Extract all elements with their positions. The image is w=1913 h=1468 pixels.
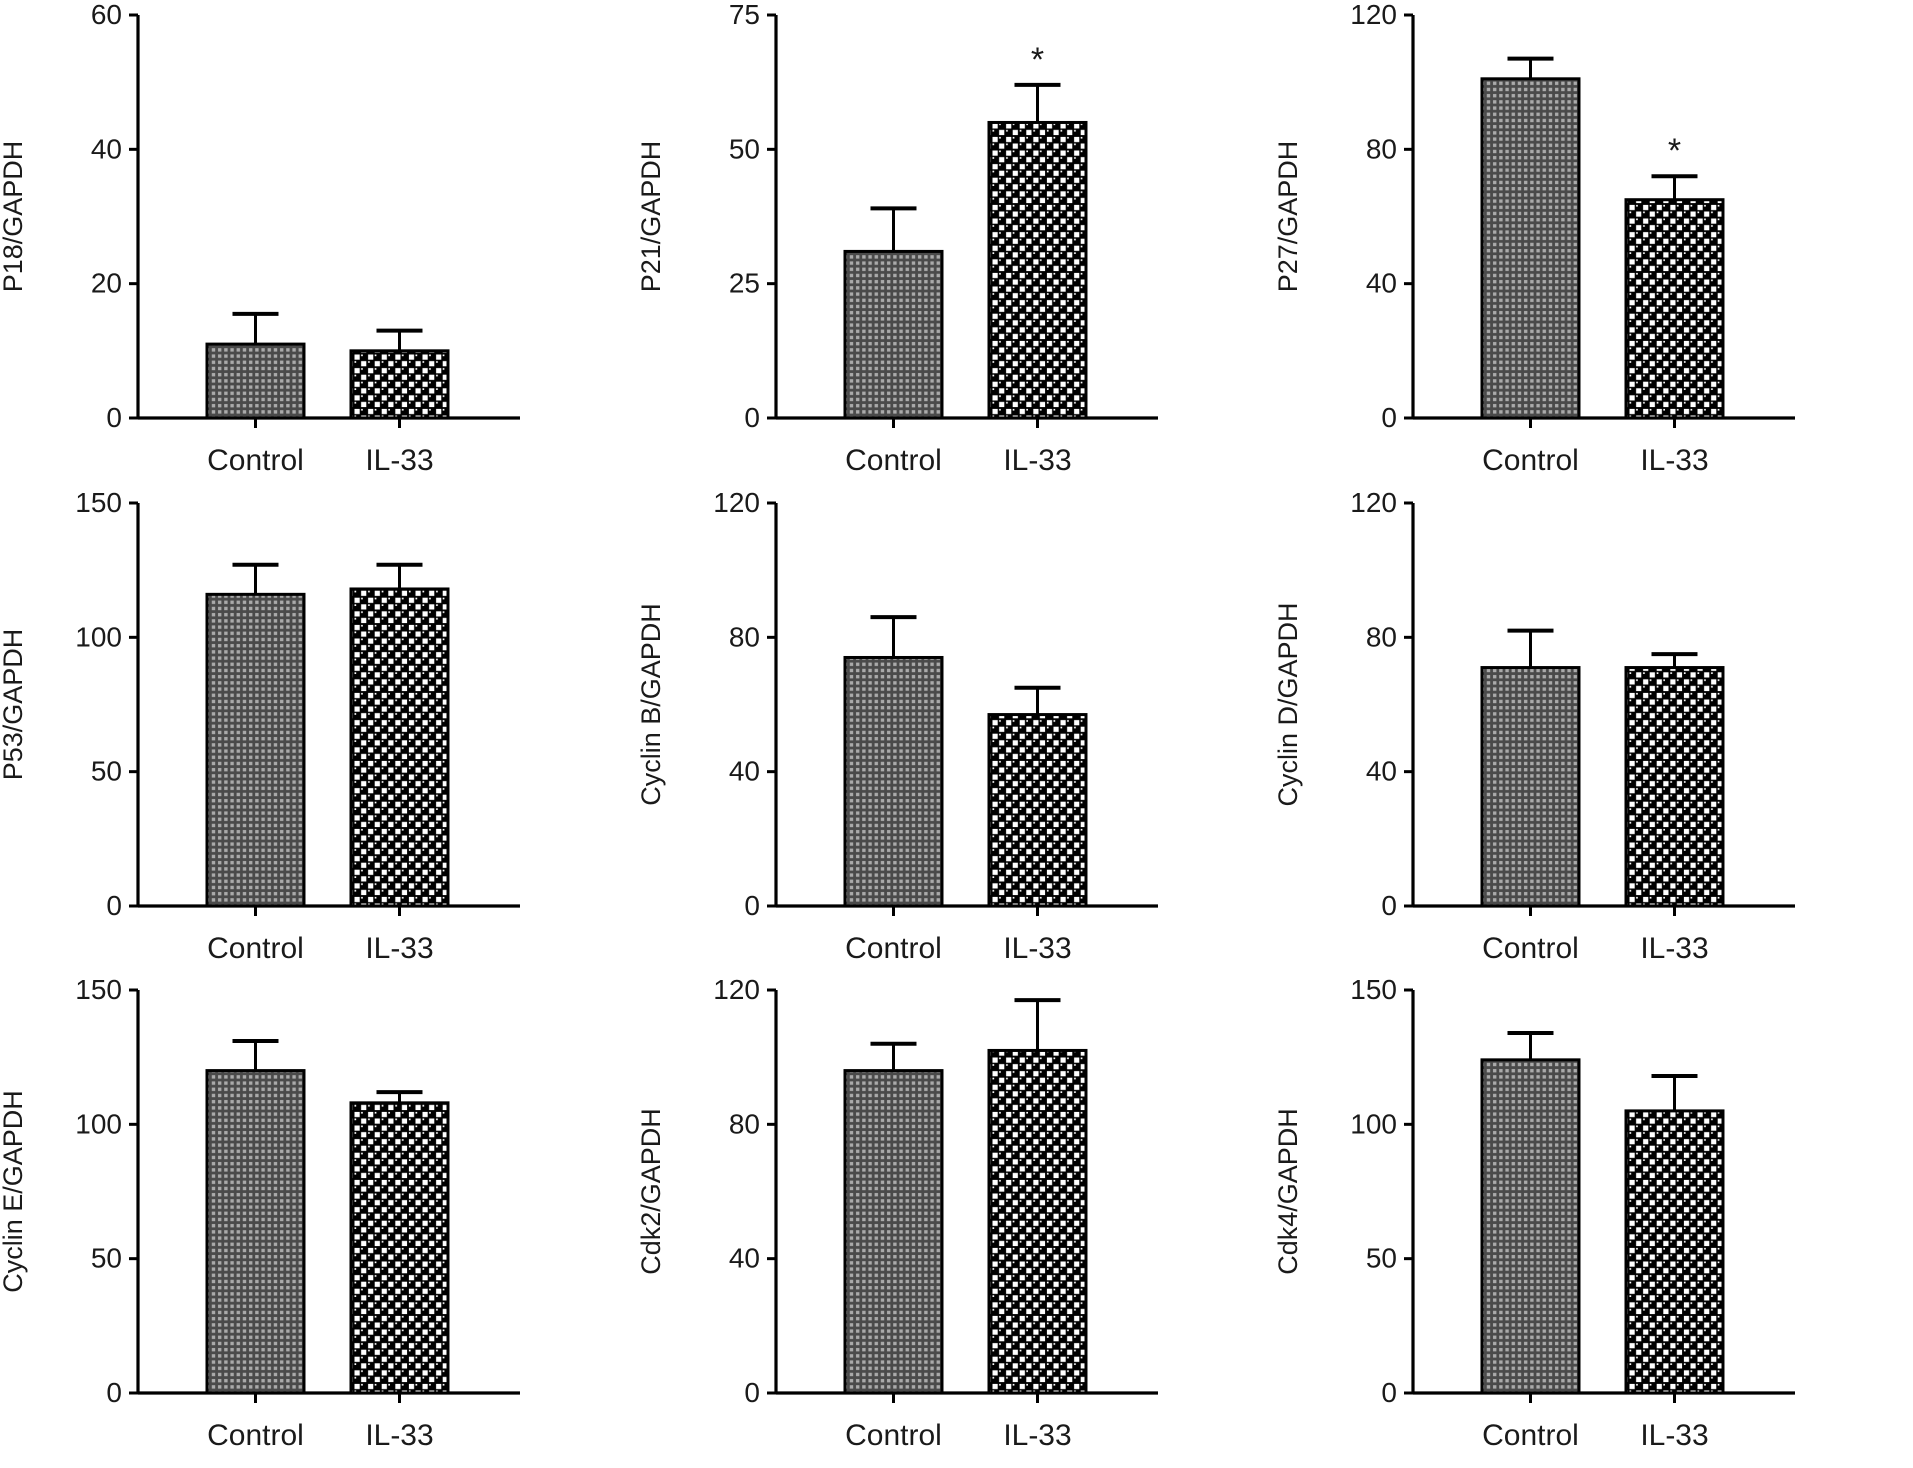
svg-text:40: 40	[729, 1243, 760, 1274]
svg-text:Cyclin B/GAPDH: Cyclin B/GAPDH	[638, 603, 666, 805]
svg-text:*: *	[1668, 132, 1681, 170]
svg-text:100: 100	[75, 1109, 122, 1140]
svg-text:Control: Control	[207, 1419, 304, 1452]
svg-text:Control: Control	[207, 444, 304, 477]
svg-text:0: 0	[744, 890, 760, 921]
svg-text:120: 120	[1351, 0, 1398, 30]
svg-text:80: 80	[729, 621, 760, 652]
svg-text:100: 100	[75, 621, 122, 652]
svg-text:0: 0	[744, 402, 760, 433]
svg-text:80: 80	[1366, 133, 1397, 164]
svg-text:IL-33: IL-33	[365, 444, 433, 477]
svg-text:120: 120	[713, 488, 760, 518]
svg-text:P53/GAPDH: P53/GAPDH	[0, 628, 28, 779]
svg-text:Cyclin E/GAPDH: Cyclin E/GAPDH	[0, 1091, 28, 1293]
svg-text:Control: Control	[845, 932, 942, 965]
svg-text:0: 0	[1382, 890, 1398, 921]
svg-text:Control: Control	[1482, 1419, 1579, 1452]
svg-text:0: 0	[744, 1377, 760, 1408]
svg-text:0: 0	[1382, 402, 1398, 433]
svg-text:IL-33: IL-33	[1641, 444, 1709, 477]
svg-text:20: 20	[91, 268, 122, 299]
svg-text:Control: Control	[845, 444, 942, 477]
svg-text:60: 60	[91, 0, 122, 30]
svg-text:100: 100	[1351, 1109, 1398, 1140]
svg-text:Control: Control	[207, 932, 304, 965]
svg-text:IL-33: IL-33	[1641, 1419, 1709, 1452]
svg-text:120: 120	[713, 975, 760, 1005]
svg-text:0: 0	[106, 1377, 122, 1408]
svg-text:40: 40	[1366, 268, 1397, 299]
svg-text:0: 0	[106, 402, 122, 433]
svg-text:IL-33: IL-33	[1003, 932, 1071, 965]
svg-text:150: 150	[75, 975, 122, 1005]
svg-text:Cdk2/GAPDH: Cdk2/GAPDH	[638, 1109, 666, 1275]
svg-text:0: 0	[106, 890, 122, 921]
svg-text:40: 40	[729, 755, 760, 786]
svg-text:IL-33: IL-33	[365, 932, 433, 965]
svg-text:25: 25	[729, 268, 760, 299]
svg-text:IL-33: IL-33	[1641, 932, 1709, 965]
svg-text:IL-33: IL-33	[1003, 1419, 1071, 1452]
svg-text:80: 80	[729, 1109, 760, 1140]
svg-text:150: 150	[1351, 975, 1398, 1005]
svg-text:Cdk4/GAPDH: Cdk4/GAPDH	[1275, 1109, 1303, 1275]
svg-text:80: 80	[1366, 621, 1397, 652]
svg-text:75: 75	[729, 0, 760, 30]
svg-text:Control: Control	[1482, 932, 1579, 965]
svg-text:50: 50	[91, 755, 122, 786]
svg-text:Control: Control	[845, 1419, 942, 1452]
svg-text:0: 0	[1382, 1377, 1398, 1408]
svg-text:P18/GAPDH: P18/GAPDH	[0, 141, 28, 292]
svg-text:IL-33: IL-33	[365, 1419, 433, 1452]
svg-text:P21/GAPDH: P21/GAPDH	[638, 141, 666, 292]
svg-text:Cyclin D/GAPDH: Cyclin D/GAPDH	[1275, 602, 1303, 806]
svg-text:50: 50	[91, 1243, 122, 1274]
svg-text:P27/GAPDH: P27/GAPDH	[1275, 141, 1303, 292]
svg-text:50: 50	[729, 133, 760, 164]
svg-text:40: 40	[91, 133, 122, 164]
svg-text:IL-33: IL-33	[1003, 444, 1071, 477]
svg-text:120: 120	[1351, 488, 1398, 518]
svg-text:40: 40	[1366, 755, 1397, 786]
svg-text:150: 150	[75, 488, 122, 518]
svg-text:Control: Control	[1482, 444, 1579, 477]
svg-text:*: *	[1031, 41, 1044, 79]
svg-text:50: 50	[1366, 1243, 1397, 1274]
